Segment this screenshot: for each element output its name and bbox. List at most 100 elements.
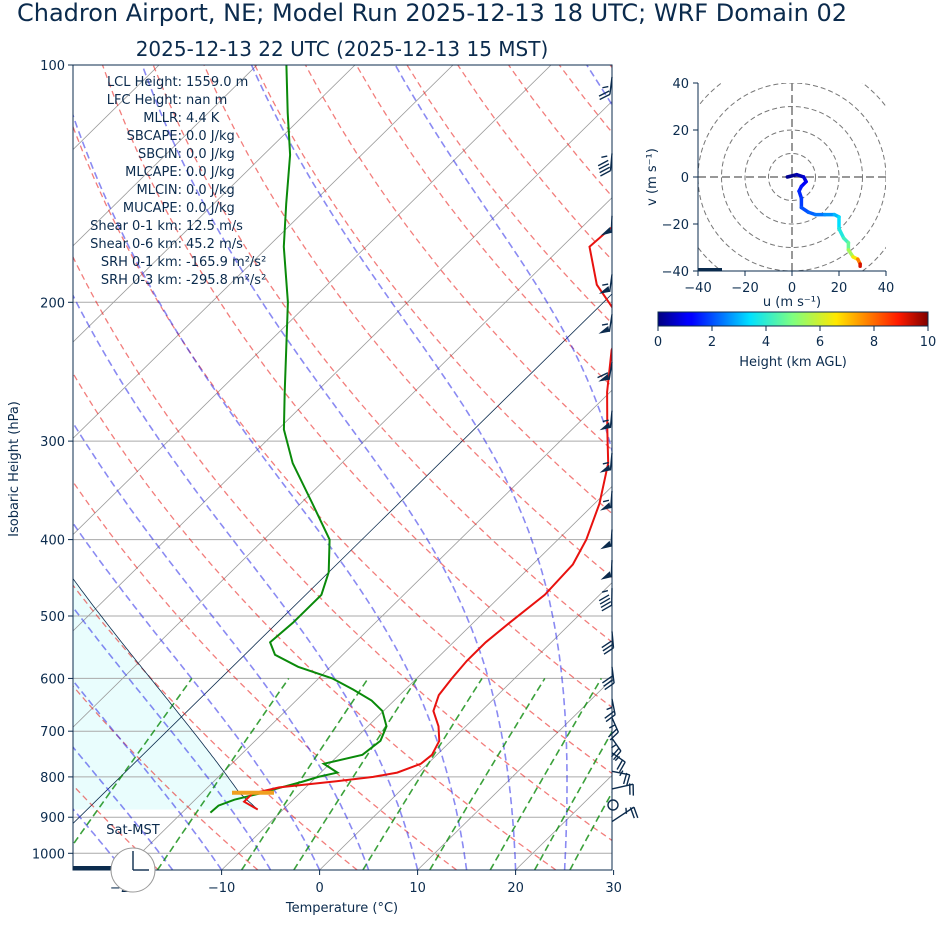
wind-barb [597, 153, 613, 177]
mixing-ratio-line [156, 677, 290, 870]
sounding-parameters: LCL Height: 1559.0 m LFC Height: nan m MLLR:… [90, 75, 266, 288]
colorbar-label: Height (km AGL) [739, 355, 847, 370]
parameter-label: MLCIN: [137, 183, 182, 198]
hodograph-x-label: u (m s⁻¹) [763, 295, 821, 310]
calm-wind-circle [607, 799, 619, 811]
y-axis-label: Isobaric Height (hPa) [7, 401, 22, 537]
parameter-value: 45.2 m/s [186, 237, 243, 252]
wind-barb [598, 314, 613, 334]
parameter-row: MLLR: 4.4 K [143, 111, 220, 126]
hodograph-x-tick-label: 40 [878, 281, 895, 296]
y-tick-label: 300 [40, 435, 65, 450]
colorbar-tick-label: 6 [816, 335, 824, 350]
hodograph-rings [698, 83, 886, 271]
moist-adiabat-line [73, 606, 272, 870]
dry-adiabat-line [712, 65, 936, 870]
hodograph-y-label: v (m s⁻¹) [645, 148, 660, 206]
parameter-value: 1559.0 m [186, 75, 248, 90]
dry-adiabat-line [864, 65, 936, 870]
parameter-row: Shear 0-1 km: 12.5 m/s [90, 219, 243, 234]
parameter-value: 0.0 J/kg [186, 165, 235, 180]
x-tick-label: 10 [409, 881, 426, 896]
parameter-row: MUCAPE: 0.0 J/kg [123, 201, 235, 216]
hodograph-scale-bar [698, 268, 722, 271]
parameter-label: Shear 0-1 km: [90, 219, 182, 234]
dry-adiabat-line [203, 65, 612, 579]
colorbar-tick-label: 10 [920, 335, 936, 350]
y-tick-label: 200 [40, 296, 65, 311]
hodograph-y-tick-label: −20 [662, 218, 689, 233]
isotherm-line [73, 65, 454, 439]
parameter-label: MLCAPE: [125, 165, 182, 180]
height-colorbar: 0 2 4 6 8 10 Height (km AGL) [654, 311, 936, 370]
parameter-row: SBCAPE: 0.0 J/kg [127, 129, 235, 144]
moist-adiabat-line [141, 65, 517, 870]
parameter-value: 12.5 m/s [186, 219, 243, 234]
hodograph-ring [768, 153, 816, 201]
dry-adiabat-line [73, 124, 612, 775]
hodograph-trace [785, 172, 862, 269]
parameter-label: LCL Height: [107, 75, 182, 90]
wind-barb [599, 410, 613, 431]
wind-barb [598, 76, 613, 101]
dry-adiabat-line [254, 65, 612, 515]
y-tick-label: 100 [40, 59, 65, 74]
isotherm-line [221, 485, 612, 870]
parameter-row: MLCIN: 0.0 J/kg [137, 183, 235, 198]
hodograph-ring [721, 106, 863, 248]
parameter-label: SBCIN: [138, 147, 182, 162]
isotherm-line [614, 65, 936, 870]
isotherm-line [73, 65, 356, 343]
wind-barb [600, 490, 613, 511]
isotherm-line [123, 389, 612, 870]
parameter-row: Shear 0-6 km: 45.2 m/s [90, 237, 243, 252]
moist-adiabat-line [394, 65, 612, 454]
cape-shading [73, 65, 258, 810]
wind-barb [611, 806, 639, 823]
dry-adiabat-line [558, 65, 612, 134]
parameter-label: MLLR: [143, 111, 182, 126]
parameter-row: LCL Height: 1559.0 m [107, 75, 248, 90]
isotherm-line [417, 678, 612, 870]
moist-adiabat-line [73, 807, 125, 870]
hodograph-ticks: −40 −20 0 20 40 40 20 0 −20 −40 [662, 77, 895, 296]
mixing-ratio-line [362, 677, 483, 870]
mixing-ratio-line [240, 677, 369, 870]
mixing-ratio-line [73, 677, 193, 846]
parameter-value: 4.4 K [186, 111, 220, 126]
figure-subtitle: 2025-12-13 22 UTC (2025-12-13 15 MST) [136, 37, 549, 61]
hodograph-x-tick-label: 20 [831, 281, 848, 296]
y-tick-label: 900 [40, 811, 65, 826]
parameter-value: 0.0 J/kg [186, 147, 235, 162]
wind-barb [597, 362, 613, 382]
hodograph-segment [837, 226, 846, 240]
hodograph-y-tick-label: 20 [672, 124, 689, 139]
x-tick-label: −10 [208, 881, 235, 896]
dry-adiabats [73, 65, 936, 870]
mixing-ratio-line [489, 677, 602, 870]
y-tick-label: 400 [40, 534, 65, 549]
parameter-label: Shear 0-6 km: [90, 237, 182, 252]
parameter-label: SRH 0-3 km: [101, 273, 182, 288]
parameter-row: SBCIN: 0.0 J/kg [138, 147, 235, 162]
x-tick-label: 20 [507, 881, 524, 896]
parameter-row: SRH 0-1 km: -165.9 m²/s² [101, 255, 266, 270]
moist-adiabat-line [73, 745, 174, 870]
mixing-ratio-line [533, 730, 612, 870]
parameter-row: LFC Height: nan m [107, 93, 228, 108]
y-tick-label: 500 [40, 610, 65, 625]
parameter-value: 0.0 J/kg [186, 201, 235, 216]
y-tick-label: 700 [40, 725, 65, 740]
hodograph-ring [744, 129, 840, 225]
hodograph-y-tick-label: 0 [681, 171, 689, 186]
parameter-value: 0.0 J/kg [186, 129, 235, 144]
dry-adiabat-line [73, 371, 557, 870]
colorbar-ticks: 0 2 4 6 8 10 [654, 326, 936, 350]
colorbar-tick-label: 0 [654, 335, 662, 350]
hodograph-y-tick-label: 40 [672, 77, 689, 92]
y-tick-label: 800 [40, 771, 65, 786]
moist-adiabat-line [73, 293, 419, 870]
colorbar-tick-label: 2 [708, 335, 716, 350]
